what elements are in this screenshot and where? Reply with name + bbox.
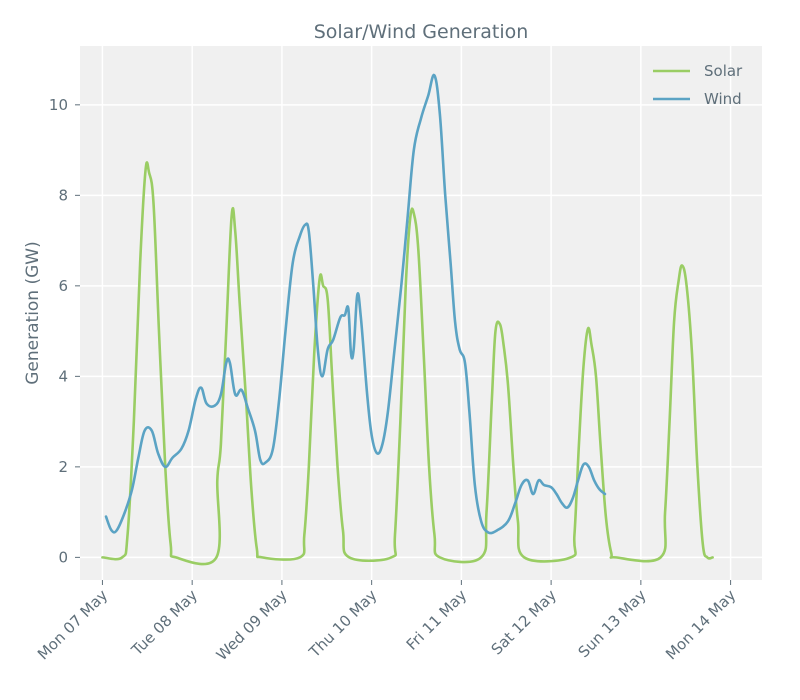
chart-title: Solar/Wind Generation: [314, 21, 529, 43]
y-tick-label: 10: [49, 96, 68, 114]
x-tick-label: Wed 09 May: [213, 586, 291, 664]
x-tick-label: Tue 08 May: [127, 586, 201, 660]
x-tick-label: Mon 07 May: [34, 586, 111, 663]
series-line-wind: [104, 73, 607, 535]
y-axis-label: Generation (GW): [23, 241, 43, 385]
series-line-solar: [101, 161, 714, 566]
y-axis-ticks: 0 2 4 6 8 10: [49, 96, 80, 566]
x-tick-label: Thu 10 May: [305, 586, 381, 662]
y-tick-label: 4: [58, 367, 68, 385]
y-tick-label: 6: [58, 277, 68, 295]
series-group: [101, 73, 714, 566]
x-tick-label: Sat 12 May: [488, 586, 560, 658]
y-tick-label: 2: [58, 458, 68, 476]
y-tick-label: 0: [58, 548, 68, 566]
x-tick-label: Fri 11 May: [403, 586, 471, 654]
legend-label-solar: Solar: [704, 62, 743, 80]
x-tick-label: Sun 13 May: [575, 586, 650, 661]
x-axis-ticks: Mon 07 May Tue 08 May Wed 09 May Thu 10 May…: [34, 580, 740, 664]
x-tick-label: Mon 14 May: [662, 586, 739, 663]
legend-label-wind: Wind: [704, 90, 742, 108]
grid: [80, 46, 762, 580]
legend: Solar Wind: [653, 62, 743, 108]
y-tick-label: 8: [58, 186, 68, 204]
